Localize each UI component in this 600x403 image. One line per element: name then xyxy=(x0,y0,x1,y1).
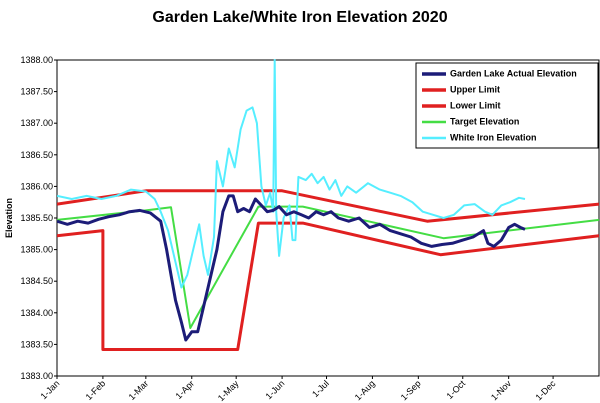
x-tick-label: 1-Jan xyxy=(38,378,61,401)
legend-label: Upper Limit xyxy=(450,84,500,94)
legend-label: White Iron Elevation xyxy=(450,132,537,142)
y-tick-label: 1385.50 xyxy=(20,213,53,223)
x-tick-label: 1-Mar xyxy=(127,378,151,402)
x-tick-label: 1-Aug xyxy=(353,378,377,402)
legend-label: Target Elevation xyxy=(450,116,519,126)
y-tick-label: 1387.50 xyxy=(20,87,53,97)
x-tick-label: 1-Nov xyxy=(489,378,513,402)
x-tick-label: 1-Dec xyxy=(533,378,557,402)
x-tick-label: 1-Apr xyxy=(174,378,197,401)
x-tick-label: 1-Feb xyxy=(84,378,108,402)
x-tick-label: 1-Jun xyxy=(264,378,287,401)
series-line xyxy=(57,194,526,342)
y-tick-label: 1386.50 xyxy=(20,150,53,160)
series-line xyxy=(57,205,600,329)
x-tick-label: 1-Sep xyxy=(399,378,423,402)
series-line xyxy=(57,59,526,289)
x-tick-label: 1-Jul xyxy=(310,378,331,399)
chart-title: Garden Lake/White Iron Elevation 2020 xyxy=(152,9,447,26)
y-tick-label: 1383.00 xyxy=(20,371,53,381)
y-tick-label: 1386.00 xyxy=(20,181,53,191)
series-line xyxy=(57,221,600,351)
legend-box xyxy=(415,62,599,149)
x-tick-label: 1-May xyxy=(216,378,241,403)
y-tick-label: 1388.00 xyxy=(20,55,53,65)
y-axis-label: Elevation xyxy=(4,198,14,238)
legend-label: Lower Limit xyxy=(450,100,501,110)
y-tick-label: 1387.00 xyxy=(20,118,53,128)
x-tick-label: 1-Oct xyxy=(445,378,468,401)
series-layer xyxy=(57,59,600,351)
y-tick-label: 1384.50 xyxy=(20,276,53,286)
y-tick-label: 1384.00 xyxy=(20,308,53,318)
y-tick-label: 1385.00 xyxy=(20,245,53,255)
y-tick-label: 1383.50 xyxy=(20,339,53,349)
legend-label: Garden Lake Actual Elevation xyxy=(450,68,577,78)
